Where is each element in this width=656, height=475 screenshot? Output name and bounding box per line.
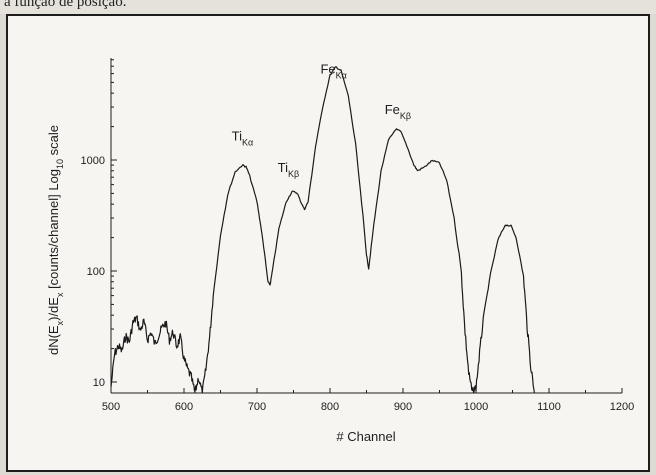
caption-fragment: a função de posição.: [4, 0, 127, 10]
chart-frame: [6, 14, 650, 472]
x-ticks: 500 600 700 800 900 1000 1100 1200: [102, 388, 634, 413]
spectrum-series-line: [110, 66, 535, 394]
axes: [110, 58, 622, 394]
peak-labels: TiKα TiKβ FeKα FeKβ: [232, 62, 411, 179]
x-tick-label: 700: [248, 401, 266, 413]
y-tick-label: 1000: [81, 155, 105, 167]
x-tick-label: 600: [175, 401, 193, 413]
page-header-strip: a função de posição.: [0, 0, 656, 14]
x-tick-label: 1200: [610, 401, 634, 413]
peak-label-ti-kb: TiKβ: [278, 160, 300, 179]
x-tick-label: 500: [102, 401, 120, 413]
x-tick-label: 1100: [537, 401, 561, 413]
x-axis-title: # Channel: [336, 429, 395, 444]
y-ticks: 10 100 1000: [81, 59, 117, 389]
x-tick-label: 1000: [464, 401, 488, 413]
peak-label-fe-ka: FeKα: [320, 62, 346, 81]
x-tick-label: 800: [321, 401, 339, 413]
y-axis-title: dN(Ex)/dEx [counts/channel] Log10 scale: [46, 125, 65, 355]
peak-label-ti-ka: TiKα: [232, 128, 254, 147]
peak-label-fe-kb: FeKβ: [385, 102, 411, 121]
y-tick-label: 10: [93, 377, 105, 389]
y-tick-label: 100: [87, 266, 105, 278]
x-tick-label: 900: [394, 401, 412, 413]
